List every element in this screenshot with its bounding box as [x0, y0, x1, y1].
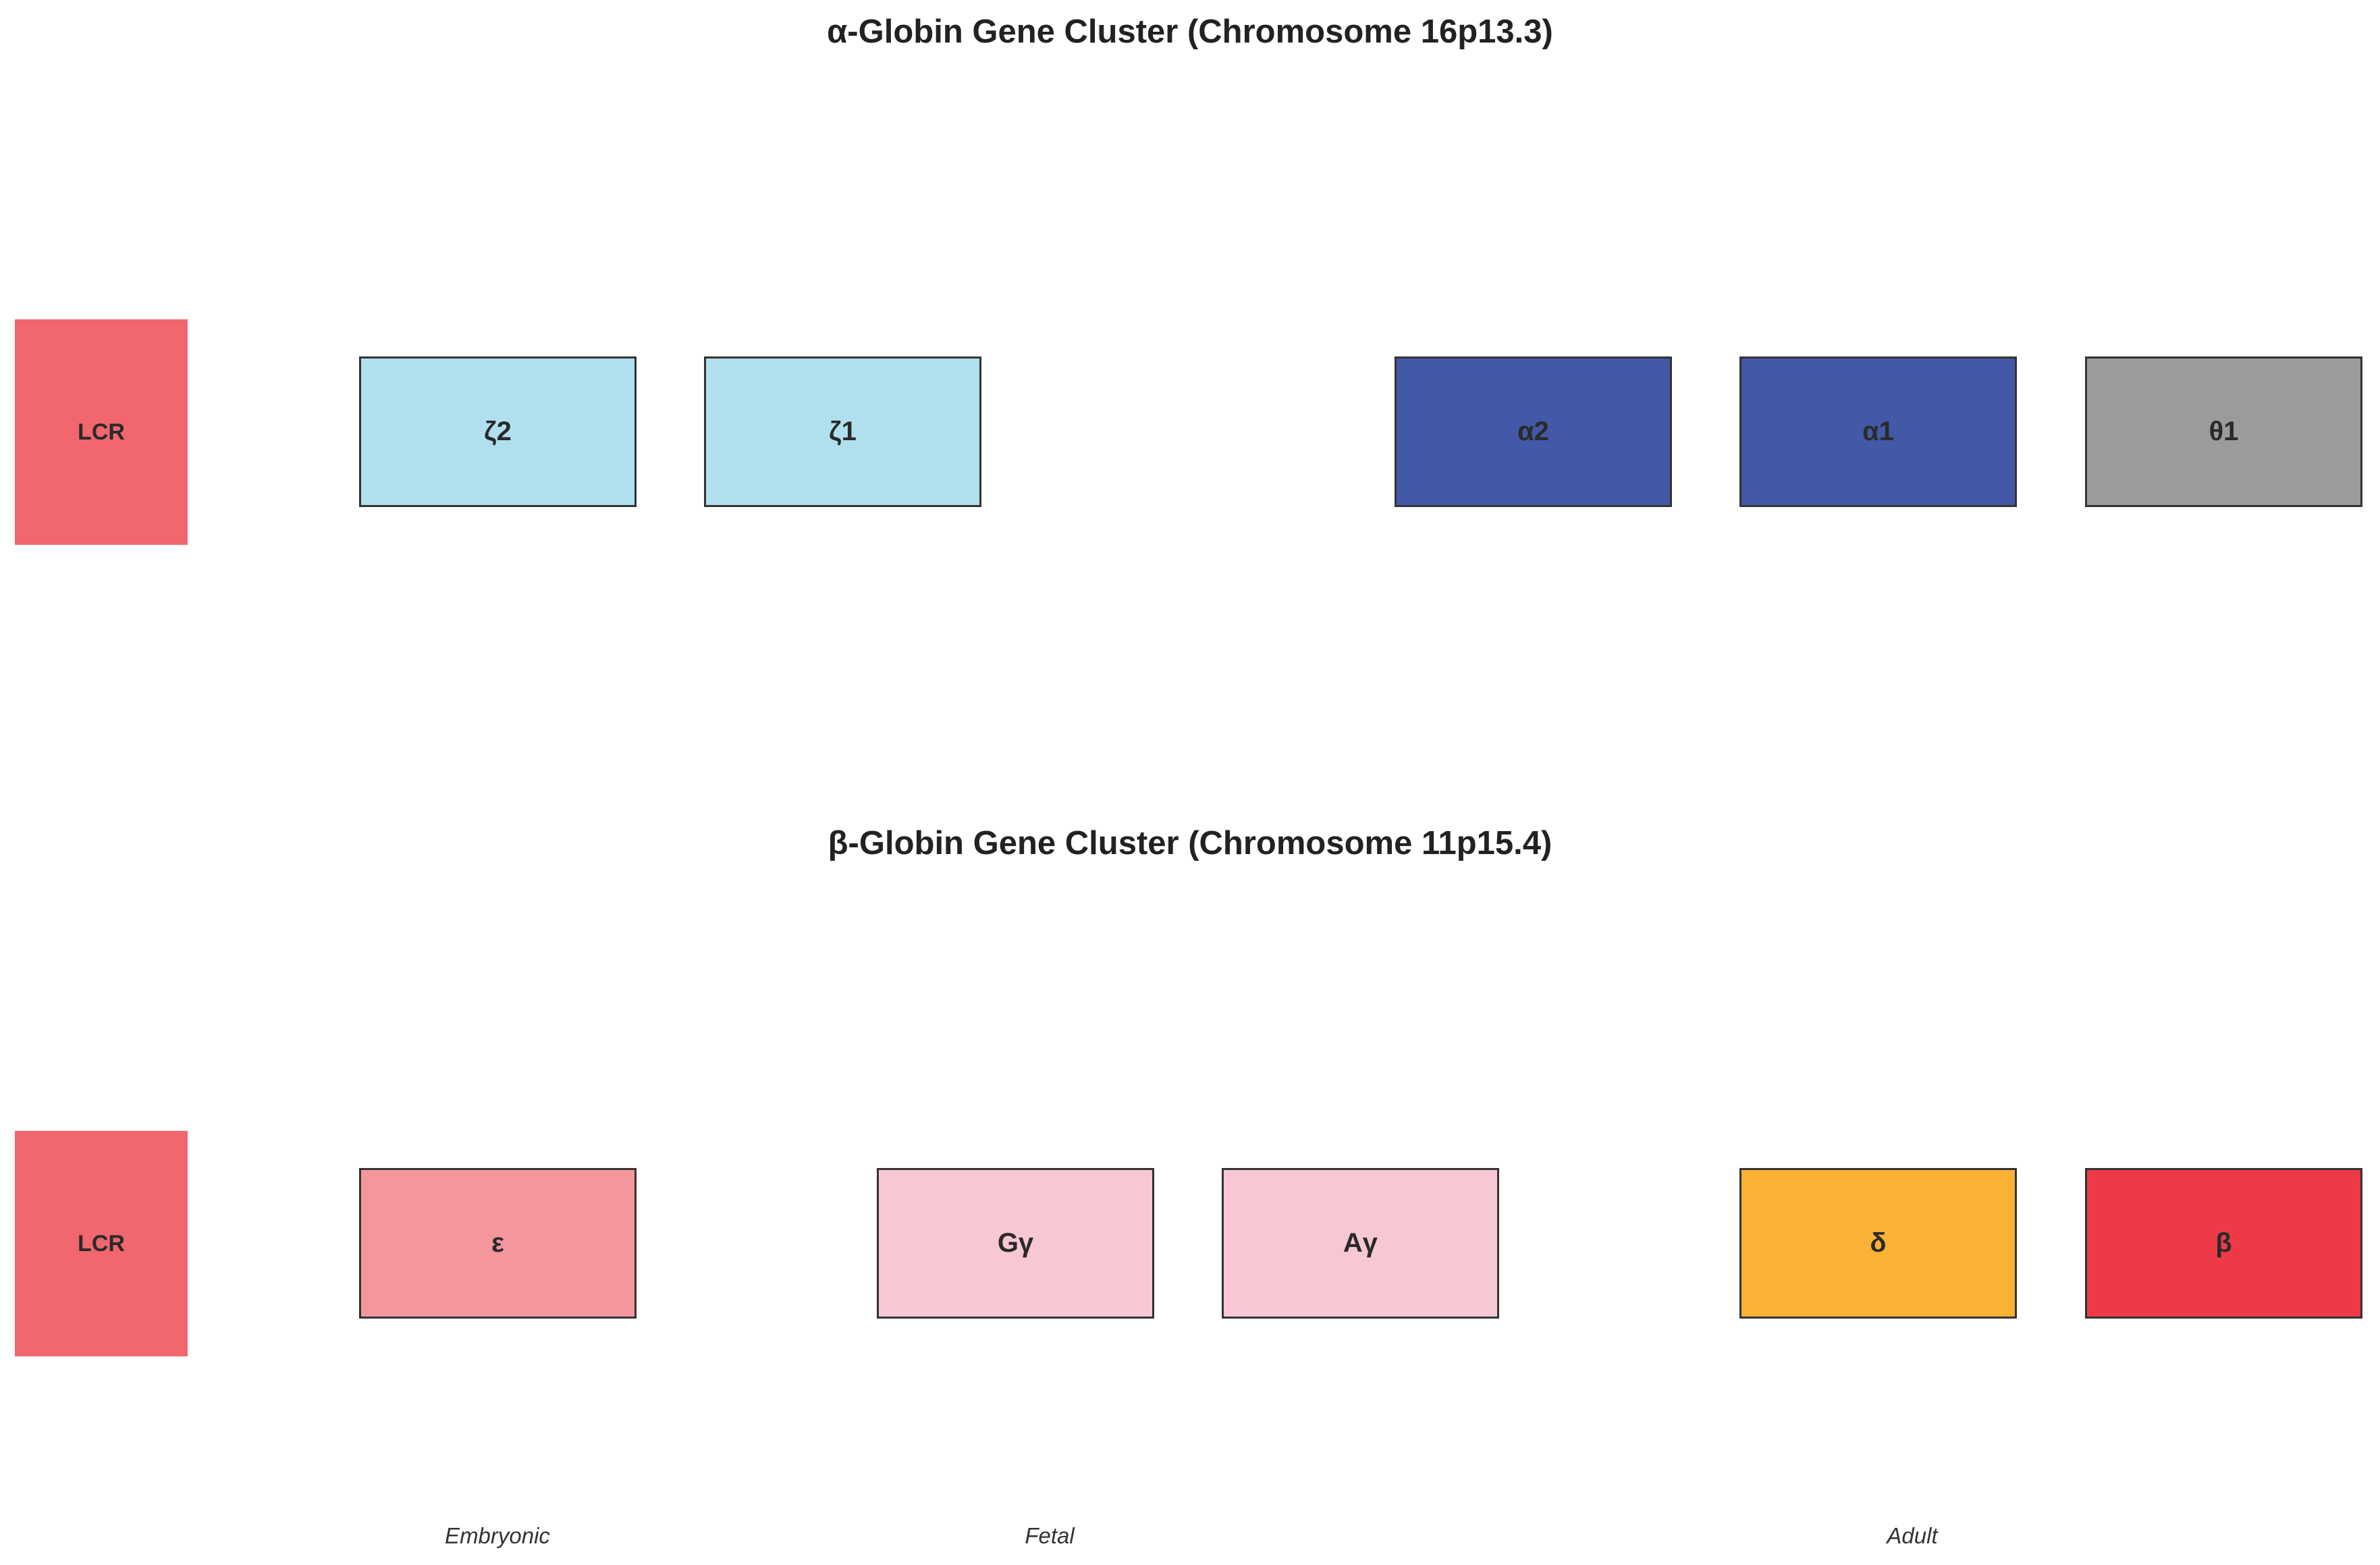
alpha-cluster-title: α-Globin Gene Cluster (Chromosome 16p13.…	[827, 14, 1553, 50]
stage-label-adult: Adult	[1887, 1523, 1938, 1548]
gene-epsilon: ε	[359, 1168, 637, 1319]
gene-a-gamma: Aγ	[1222, 1168, 1499, 1319]
gene-zeta1: ζ1	[704, 356, 981, 507]
gene-g-gamma: Gγ	[877, 1168, 1154, 1319]
beta-lcr-box: LCR	[15, 1131, 188, 1356]
gene-alpha2: α2	[1395, 356, 1672, 507]
gene-beta: β	[2085, 1168, 2362, 1319]
stage-label-fetal: Fetal	[1025, 1523, 1075, 1548]
gene-zeta2: ζ2	[359, 356, 637, 507]
beta-cluster-title: β-Globin Gene Cluster (Chromosome 11p15.…	[828, 825, 1552, 861]
gene-alpha1: α1	[1739, 356, 2017, 507]
gene-theta1: θ1	[2085, 356, 2362, 507]
gene-delta: δ	[1739, 1168, 2017, 1319]
alpha-lcr-box: LCR	[15, 319, 188, 545]
stage-label-embryonic: Embryonic	[445, 1523, 550, 1548]
